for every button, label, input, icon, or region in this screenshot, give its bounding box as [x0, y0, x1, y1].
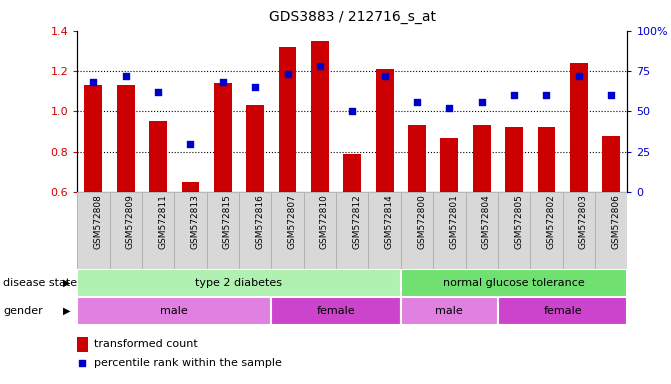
Bar [344, 154, 361, 192]
Point [270, 243, 280, 249]
Bar [466, 192, 498, 269]
Text: GSM572808: GSM572808 [93, 194, 103, 249]
Bar [498, 192, 530, 269]
Point [88, 79, 99, 85]
Point [250, 84, 260, 90]
Bar [563, 192, 595, 269]
Bar [401, 269, 627, 297]
Bar [271, 297, 401, 325]
Point [347, 108, 358, 114]
Point [282, 71, 293, 77]
Text: percentile rank within the sample: percentile rank within the sample [94, 358, 282, 368]
Text: GSM572816: GSM572816 [255, 194, 264, 249]
Bar [537, 127, 556, 192]
Point [185, 141, 196, 147]
Bar [77, 269, 401, 297]
Bar [570, 63, 588, 192]
Text: gender: gender [3, 306, 43, 316]
Bar [440, 137, 458, 192]
Bar [142, 192, 174, 269]
Bar [77, 337, 88, 352]
Text: GSM572802: GSM572802 [546, 194, 556, 249]
Point [411, 99, 422, 105]
Bar [174, 192, 207, 269]
Text: GSM572800: GSM572800 [417, 194, 426, 249]
Point [541, 92, 552, 98]
Bar [505, 127, 523, 192]
Bar [401, 192, 433, 269]
Text: GSM572811: GSM572811 [158, 194, 167, 249]
Text: transformed count: transformed count [94, 339, 197, 349]
Bar [85, 85, 102, 192]
Bar [336, 192, 368, 269]
Bar [530, 192, 563, 269]
Bar [433, 192, 466, 269]
Point [606, 92, 617, 98]
Point [476, 99, 487, 105]
Bar [473, 126, 491, 192]
Bar [214, 83, 231, 192]
Point [153, 89, 164, 95]
Point [315, 63, 325, 69]
Bar [182, 182, 199, 192]
Bar [149, 121, 167, 192]
Bar [271, 192, 304, 269]
Point [120, 73, 131, 79]
Text: ▶: ▶ [63, 306, 70, 316]
Point [217, 79, 228, 85]
Bar [368, 192, 401, 269]
Bar [401, 297, 498, 325]
Text: ▶: ▶ [63, 278, 70, 288]
Bar [278, 47, 297, 192]
Text: GSM572807: GSM572807 [288, 194, 297, 249]
Text: GDS3883 / 212716_s_at: GDS3883 / 212716_s_at [269, 10, 435, 23]
Bar [239, 192, 271, 269]
Bar [207, 192, 239, 269]
Point [509, 92, 519, 98]
Text: female: female [544, 306, 582, 316]
Text: male: male [160, 306, 188, 316]
Text: type 2 diabetes: type 2 diabetes [195, 278, 282, 288]
Point [444, 105, 455, 111]
Bar [304, 192, 336, 269]
Bar [77, 192, 109, 269]
Bar [77, 297, 271, 325]
Bar [603, 136, 620, 192]
Text: male: male [435, 306, 463, 316]
Text: female: female [317, 306, 356, 316]
Bar [498, 297, 627, 325]
Text: disease state: disease state [3, 278, 77, 288]
Text: GSM572804: GSM572804 [482, 194, 491, 249]
Bar [595, 192, 627, 269]
Text: GSM572806: GSM572806 [611, 194, 620, 249]
Point [574, 73, 584, 79]
Bar [311, 41, 329, 192]
Text: GSM572814: GSM572814 [384, 194, 394, 249]
Point [379, 73, 390, 79]
Text: GSM572810: GSM572810 [320, 194, 329, 249]
Bar [376, 69, 393, 192]
Text: GSM572813: GSM572813 [191, 194, 199, 249]
Bar [246, 105, 264, 192]
Text: GSM572815: GSM572815 [223, 194, 231, 249]
Text: normal glucose tolerance: normal glucose tolerance [444, 278, 585, 288]
Text: GSM572805: GSM572805 [514, 194, 523, 249]
Text: GSM572801: GSM572801 [450, 194, 458, 249]
Bar [408, 126, 426, 192]
Bar [117, 85, 135, 192]
Text: GSM572803: GSM572803 [579, 194, 588, 249]
Text: GSM572812: GSM572812 [352, 194, 361, 249]
Bar [109, 192, 142, 269]
Text: GSM572809: GSM572809 [125, 194, 135, 249]
